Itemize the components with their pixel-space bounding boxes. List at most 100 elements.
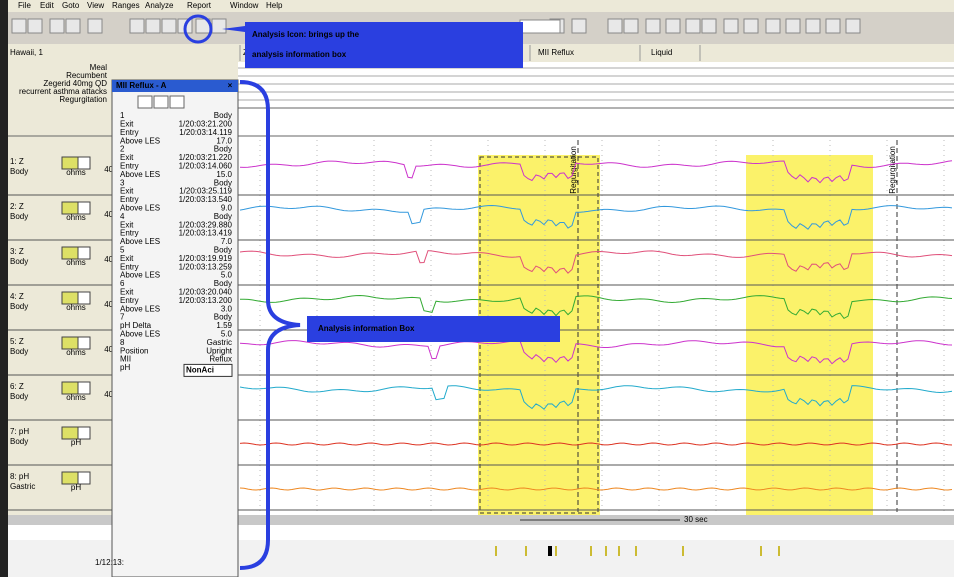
entry-value: 1/20:03:21.220 [179,153,233,162]
overview-mark [590,546,592,556]
menu-item[interactable]: Analyze [145,1,174,10]
channel-site: Body [10,392,28,401]
toolbar-button[interactable] [27,18,43,34]
channel-icon[interactable] [77,471,91,485]
toolbar-button[interactable] [161,18,177,34]
toolbar-button[interactable] [87,18,103,34]
overview-mark [635,546,637,556]
highlight [746,155,873,515]
event-label: Zegerid 40mg QD [43,79,107,88]
channel-icon[interactable] [77,246,91,260]
callout-text: analysis information box [252,50,347,59]
entry-value: 5.0 [221,271,233,280]
patient: Hawaii, 1 [10,48,43,57]
event-label: Recumbent [66,71,108,80]
entry-site: Gastric [207,338,232,347]
toolbar-button[interactable] [145,18,161,34]
entry-label: pH [120,363,130,372]
channel-name: 8: pH [10,472,29,481]
toolbar-button[interactable] [765,18,781,34]
toolbar-button[interactable] [825,18,841,34]
channel-unit: pH [71,438,81,447]
time-scale-label: 30 sec [684,515,708,524]
menu-item[interactable]: Edit [40,1,55,10]
channel-site: Body [10,167,28,176]
analysis-box [111,79,239,577]
view-button[interactable] [153,95,169,109]
entry-label: Entry [120,128,139,137]
toolbar-button[interactable] [845,18,861,34]
entry-site: Body [214,145,232,154]
channel-site: Body [10,437,28,446]
entry-label: Entry [120,262,139,271]
entry-label: Above LES [120,271,160,280]
toolbar-button[interactable] [665,18,681,34]
time-label: 1/12:13: [95,558,124,567]
channel-icon[interactable] [77,156,91,170]
channel-icon[interactable] [77,381,91,395]
overview-mark [555,546,557,556]
channel-unit: ohms [66,213,86,222]
entry-site: Body [214,313,232,322]
entry-label: Entry [120,296,139,305]
entry-label: Exit [120,153,134,162]
menu-item[interactable]: Window [230,1,259,10]
view-button[interactable] [169,95,185,109]
toolbar-button[interactable] [11,18,27,34]
close-button[interactable]: × [228,81,233,90]
entry-number: 8 [120,338,125,347]
menu-item[interactable]: View [87,1,104,10]
entry-value: 1/20:03:13.419 [179,229,233,238]
channel-name: 2: Z [10,202,24,211]
toolbar-button[interactable] [685,18,701,34]
callout-arrow [222,26,245,32]
toolbar-button[interactable] [645,18,661,34]
toolbar-button[interactable] [743,18,759,34]
entry-label: Exit [120,288,134,297]
toolbar-button[interactable] [805,18,821,34]
toolbar-button[interactable] [49,18,65,34]
toolbar-button[interactable] [607,18,623,34]
view-button[interactable] [137,95,153,109]
channel-icon[interactable] [77,426,91,440]
entry-label: Above LES [120,304,160,313]
entry-value: 1/20:03:25.119 [179,187,232,196]
menu-item[interactable]: Ranges [112,1,140,10]
menu-item[interactable]: Report [187,1,212,10]
toolbar-button[interactable] [701,18,717,34]
overview-mark [525,546,527,556]
entry-value: 1/20:03:14.119 [179,128,232,137]
entry-value: 5.0 [221,330,233,339]
channel-icon[interactable] [77,291,91,305]
callout-text: Analysis Icon: brings up the [252,30,360,39]
menu-item[interactable]: Help [266,1,283,10]
entry-site: Body [214,178,232,187]
event-label: recurrent asthma attacks [19,87,107,96]
menu-bar [0,0,954,12]
menu-item[interactable]: File [18,1,31,10]
channel-unit: ohms [66,168,86,177]
channel-icon[interactable] [77,201,91,215]
callout [245,22,523,68]
toolbar-button[interactable] [571,18,587,34]
toolbar-button[interactable] [211,18,227,34]
entry-number: 5 [120,246,125,255]
entry-value: Reflux [209,355,232,364]
toolbar-button[interactable] [723,18,739,34]
entry-value: 1/20:03:20.040 [179,288,233,297]
toolbar-button[interactable] [623,18,639,34]
channel-icon[interactable] [77,336,91,350]
channel-unit: ohms [66,348,86,357]
entry-value: 3.0 [221,304,233,313]
overview-mark [605,546,607,556]
channel-name: 5: Z [10,337,24,346]
ph-select[interactable] [183,363,233,377]
toolbar-button[interactable] [65,18,81,34]
entry-site: Body [214,212,232,221]
callout-text: Analysis information Box [318,324,415,333]
dropdown[interactable] [519,19,561,34]
toolbar-button[interactable] [785,18,801,34]
toolbar-button[interactable] [129,18,145,34]
menu-item[interactable]: Goto [62,1,80,10]
